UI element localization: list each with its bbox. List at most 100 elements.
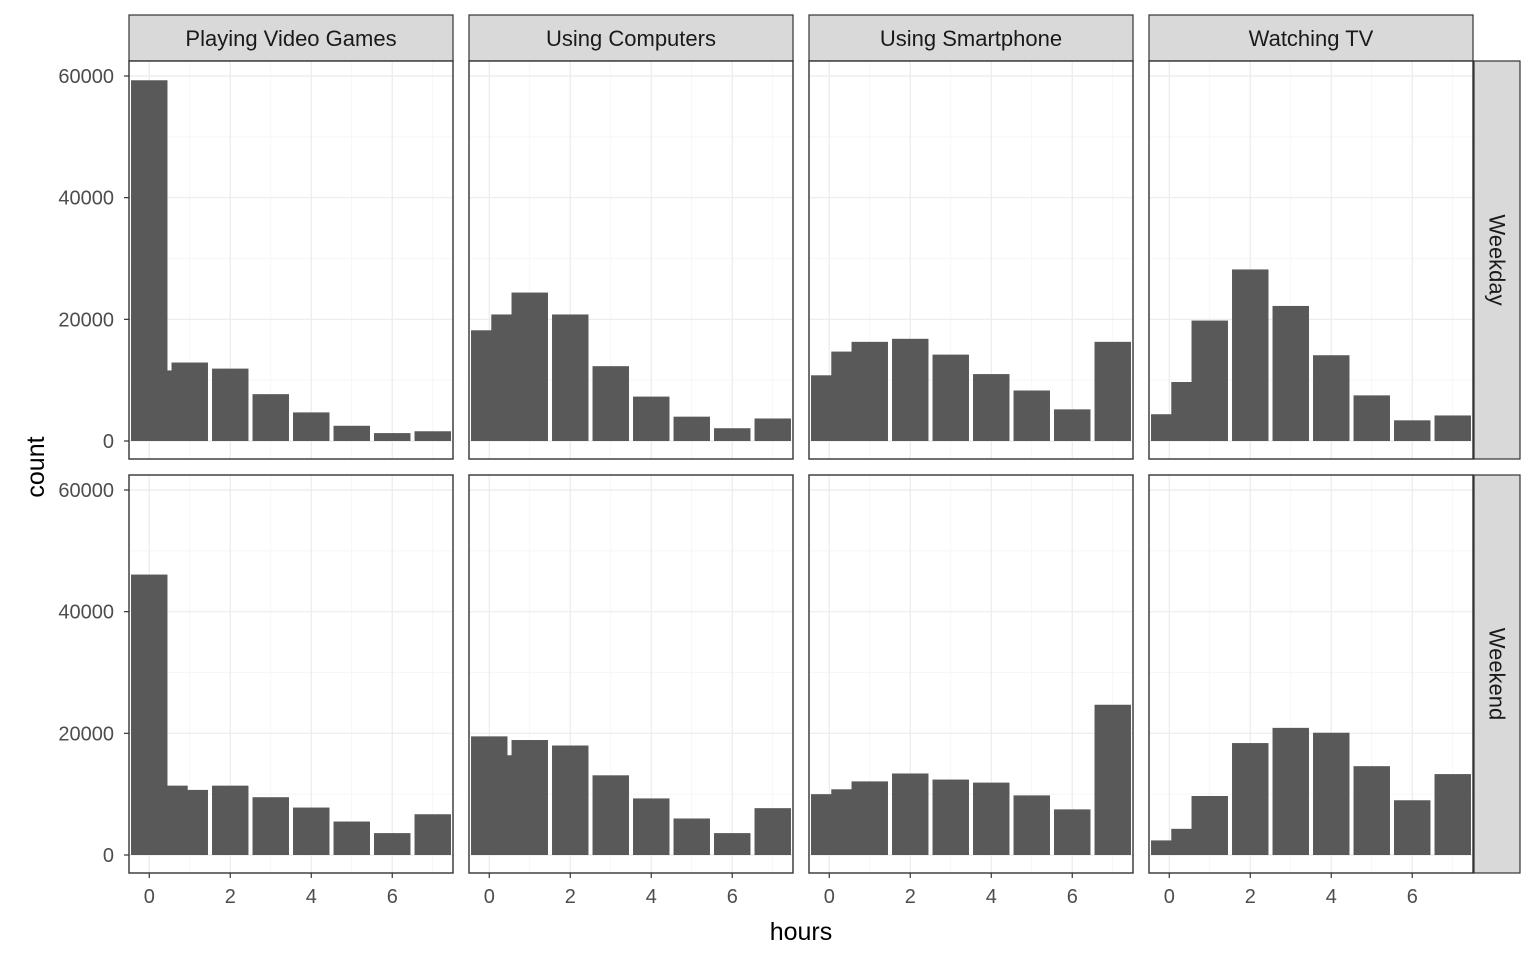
panel-border	[808, 474, 1134, 874]
bar	[374, 433, 411, 441]
x-tick-label: 0	[484, 886, 495, 908]
bar	[932, 779, 969, 855]
facet-column-label: Watching TV	[1249, 26, 1374, 51]
bar	[1191, 795, 1228, 855]
bar	[973, 782, 1010, 855]
facet-column-label: Using Smartphone	[880, 26, 1062, 51]
bar	[1313, 355, 1350, 441]
y-tick-label: 60000	[58, 66, 114, 88]
panel	[808, 474, 1134, 874]
facet-strip-right	[1473, 474, 1521, 874]
x-tick-label: 2	[225, 886, 236, 908]
x-tick-label: 2	[1245, 886, 1256, 908]
facet-strip-top	[1148, 14, 1474, 62]
x-tick-label: 6	[727, 886, 738, 908]
bar	[1394, 420, 1431, 441]
bar	[754, 418, 791, 441]
bar	[293, 412, 330, 441]
bar	[171, 362, 208, 441]
facet-strip-top	[128, 14, 454, 62]
facet-strip-top	[808, 14, 1134, 62]
bar	[171, 789, 208, 855]
bar	[633, 396, 670, 441]
bar	[252, 797, 289, 855]
bar	[1232, 743, 1269, 855]
bar	[212, 785, 249, 855]
y-axis-title: count	[22, 436, 50, 497]
panel-border	[128, 60, 454, 460]
bar	[714, 428, 751, 441]
y-tick-label: 0	[103, 431, 114, 453]
x-tick-label: 0	[824, 886, 835, 908]
bar	[414, 814, 451, 855]
x-tick-label: 6	[1407, 886, 1418, 908]
panel	[468, 60, 794, 460]
bar	[592, 775, 629, 855]
x-tick-label: 4	[1326, 886, 1337, 908]
x-tick-label: 2	[905, 886, 916, 908]
x-tick-label: 6	[387, 886, 398, 908]
y-tick-label: 20000	[58, 309, 114, 331]
bar	[293, 807, 330, 855]
bar	[1313, 732, 1350, 855]
x-tick-label: 2	[565, 886, 576, 908]
panel	[128, 60, 454, 460]
bar	[552, 314, 589, 441]
facet-column-label: Playing Video Games	[185, 26, 396, 51]
bar	[1232, 269, 1269, 441]
x-tick-label: 0	[1164, 886, 1175, 908]
bar	[333, 425, 370, 441]
bar	[333, 821, 370, 855]
bar	[1013, 795, 1050, 855]
x-tick-label: 6	[1067, 886, 1078, 908]
bar	[511, 292, 548, 441]
x-tick-label: 4	[646, 886, 657, 908]
panel-border	[1148, 474, 1474, 874]
panel-border	[468, 474, 794, 874]
panel	[128, 474, 454, 874]
panel-border	[1148, 60, 1474, 460]
x-tick-label: 4	[306, 886, 317, 908]
panel-border	[808, 60, 1134, 460]
bar	[851, 781, 888, 855]
bar	[633, 798, 670, 855]
facet-strip-top	[468, 14, 794, 62]
panel	[1148, 60, 1474, 460]
bar	[754, 808, 791, 855]
bar	[1272, 727, 1309, 855]
bar	[1353, 766, 1390, 855]
bar	[1054, 409, 1091, 441]
bar	[851, 341, 888, 441]
bar	[1434, 415, 1471, 441]
facet-row-label: Weekend	[1485, 628, 1510, 721]
bar	[414, 431, 451, 441]
panel-border	[468, 60, 794, 460]
x-axis-title: hours	[770, 918, 833, 946]
y-tick-label: 40000	[58, 602, 114, 624]
panel	[808, 60, 1134, 460]
bar	[1054, 809, 1091, 855]
panel	[468, 474, 794, 874]
panel	[1148, 474, 1474, 874]
bar	[552, 745, 589, 855]
bar	[932, 354, 969, 441]
x-tick-label: 0	[144, 886, 155, 908]
facet-column-label: Using Computers	[546, 26, 716, 51]
bar	[1013, 390, 1050, 441]
bar	[592, 366, 629, 441]
bar	[892, 338, 929, 441]
y-tick-label: 60000	[58, 480, 114, 502]
bar	[252, 394, 289, 441]
x-tick-label: 4	[986, 886, 997, 908]
bar	[1272, 305, 1309, 441]
bar	[374, 833, 411, 855]
y-tick-label: 20000	[58, 723, 114, 745]
panel-border	[128, 474, 454, 874]
y-tick-label: 0	[103, 845, 114, 867]
bar	[1094, 341, 1131, 441]
bar	[1434, 774, 1471, 855]
bar	[892, 773, 929, 855]
bar	[212, 368, 249, 441]
